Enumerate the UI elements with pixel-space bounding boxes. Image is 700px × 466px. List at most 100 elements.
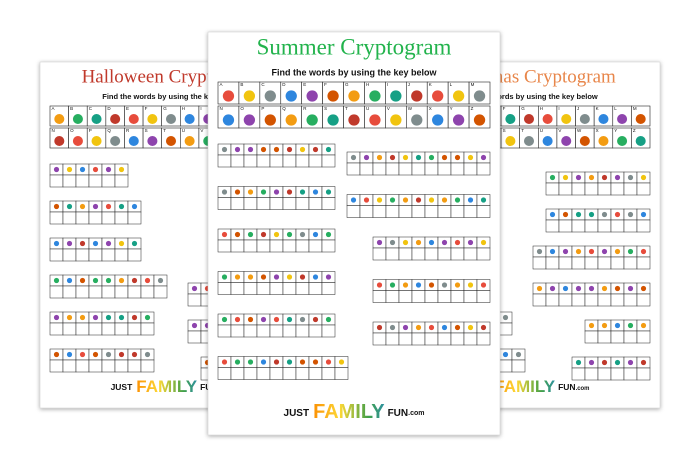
key-icon	[598, 113, 609, 125]
key-letter: R	[126, 128, 130, 133]
answer-cell	[584, 293, 599, 307]
sheet-subtitle: Find the words by using the key below	[460, 92, 598, 101]
answer-cell	[558, 256, 573, 270]
puzzle-icon	[467, 154, 474, 161]
puzzle-icon	[480, 197, 487, 203]
puzzle-icon	[614, 285, 621, 292]
puzzle-icon	[454, 154, 461, 161]
puzzle-icon	[286, 189, 293, 195]
puzzle-icon	[247, 274, 254, 280]
answer-cell	[101, 359, 116, 373]
answer-cell	[295, 367, 310, 380]
puzzle-icon	[502, 351, 509, 358]
answer-cell	[49, 174, 64, 188]
answer-cell	[437, 247, 452, 261]
puzzle-icon	[247, 316, 254, 323]
answer-cell	[545, 182, 560, 196]
puzzle-icon	[92, 240, 99, 247]
answer-cell	[88, 322, 103, 336]
puzzle-icon	[105, 314, 112, 321]
puzzle-icon	[363, 197, 370, 203]
puzzle-icon	[575, 359, 582, 366]
key-icon	[369, 114, 381, 126]
answer-cell	[243, 324, 258, 338]
puzzle-icon	[325, 359, 332, 365]
puzzle-icon	[549, 248, 556, 255]
answer-cell	[372, 290, 387, 303]
answer-cell	[114, 248, 129, 262]
answer-cell	[49, 285, 64, 299]
answer-cell	[127, 248, 142, 262]
key-icon	[72, 135, 83, 147]
logo-just: JUST	[284, 408, 310, 419]
key-icon	[327, 90, 339, 102]
logo-just: JUST	[111, 382, 134, 392]
key-letter: Z	[471, 106, 474, 111]
puzzle-icon	[402, 239, 409, 246]
answer-cell	[269, 282, 284, 295]
puzzle-icon	[441, 154, 448, 161]
answer-cell	[295, 324, 310, 338]
answer-cell	[295, 154, 310, 168]
puzzle-icon	[260, 231, 267, 238]
puzzle-icon	[502, 314, 509, 321]
puzzle-icon	[454, 324, 461, 331]
answer-cell	[623, 219, 638, 233]
answer-cell	[217, 239, 232, 253]
puzzle-icon	[614, 248, 621, 255]
worksheet: Summer Cryptogram Find the words by using…	[207, 31, 501, 436]
puzzle-icon	[389, 154, 396, 161]
key-letter: F	[503, 106, 506, 111]
key-icon	[348, 90, 360, 102]
answer-cell	[101, 211, 116, 225]
key-letter: F	[145, 106, 148, 111]
answer-cell	[282, 197, 297, 210]
key-letter: G	[521, 106, 525, 111]
puzzle-icon	[247, 359, 254, 365]
answer-cell	[372, 247, 387, 261]
puzzle-icon	[614, 174, 621, 181]
key-icon	[523, 113, 535, 125]
answer-cell	[498, 359, 513, 373]
puzzle-icon	[549, 174, 556, 181]
key-letter: O	[240, 106, 244, 111]
key-icon	[542, 113, 553, 125]
answer-cell	[597, 219, 612, 233]
answer-cell	[256, 282, 271, 295]
answer-cell	[610, 330, 625, 344]
puzzle-icon	[66, 166, 73, 173]
key-letter: Y	[450, 106, 453, 111]
puzzle-icon	[415, 282, 422, 288]
answer-cell	[230, 197, 245, 210]
answer-cell	[385, 247, 400, 261]
puzzle-icon	[601, 359, 608, 366]
answer-cell	[269, 367, 284, 380]
puzzle-icon	[480, 282, 487, 288]
answer-cell	[610, 256, 625, 270]
puzzle-icon	[131, 314, 138, 321]
key-icon	[390, 114, 402, 126]
key-icon	[264, 90, 276, 102]
answer-cell	[372, 205, 387, 218]
answer-cell	[243, 239, 258, 253]
puzzle-icon	[389, 239, 396, 246]
puzzle-icon	[350, 154, 357, 161]
key-letter: W	[577, 128, 582, 133]
puzzle-icon	[191, 322, 198, 329]
answer-cell	[243, 154, 258, 168]
key-letter: A	[220, 82, 223, 87]
puzzle-icon	[376, 324, 383, 331]
answer-cell	[256, 239, 271, 253]
answer-cell	[217, 324, 232, 338]
puzzle-icon	[627, 248, 634, 255]
key-letter: P	[261, 106, 264, 111]
key-letter: E	[303, 82, 306, 87]
answer-cell	[636, 256, 651, 270]
answer-cell	[62, 359, 77, 373]
answer-cell	[256, 197, 271, 210]
puzzle-icon	[562, 211, 569, 218]
puzzle-icon	[105, 203, 112, 210]
puzzle-icon	[601, 174, 608, 181]
key-letter: J	[408, 82, 410, 87]
answer-cell	[295, 197, 310, 210]
